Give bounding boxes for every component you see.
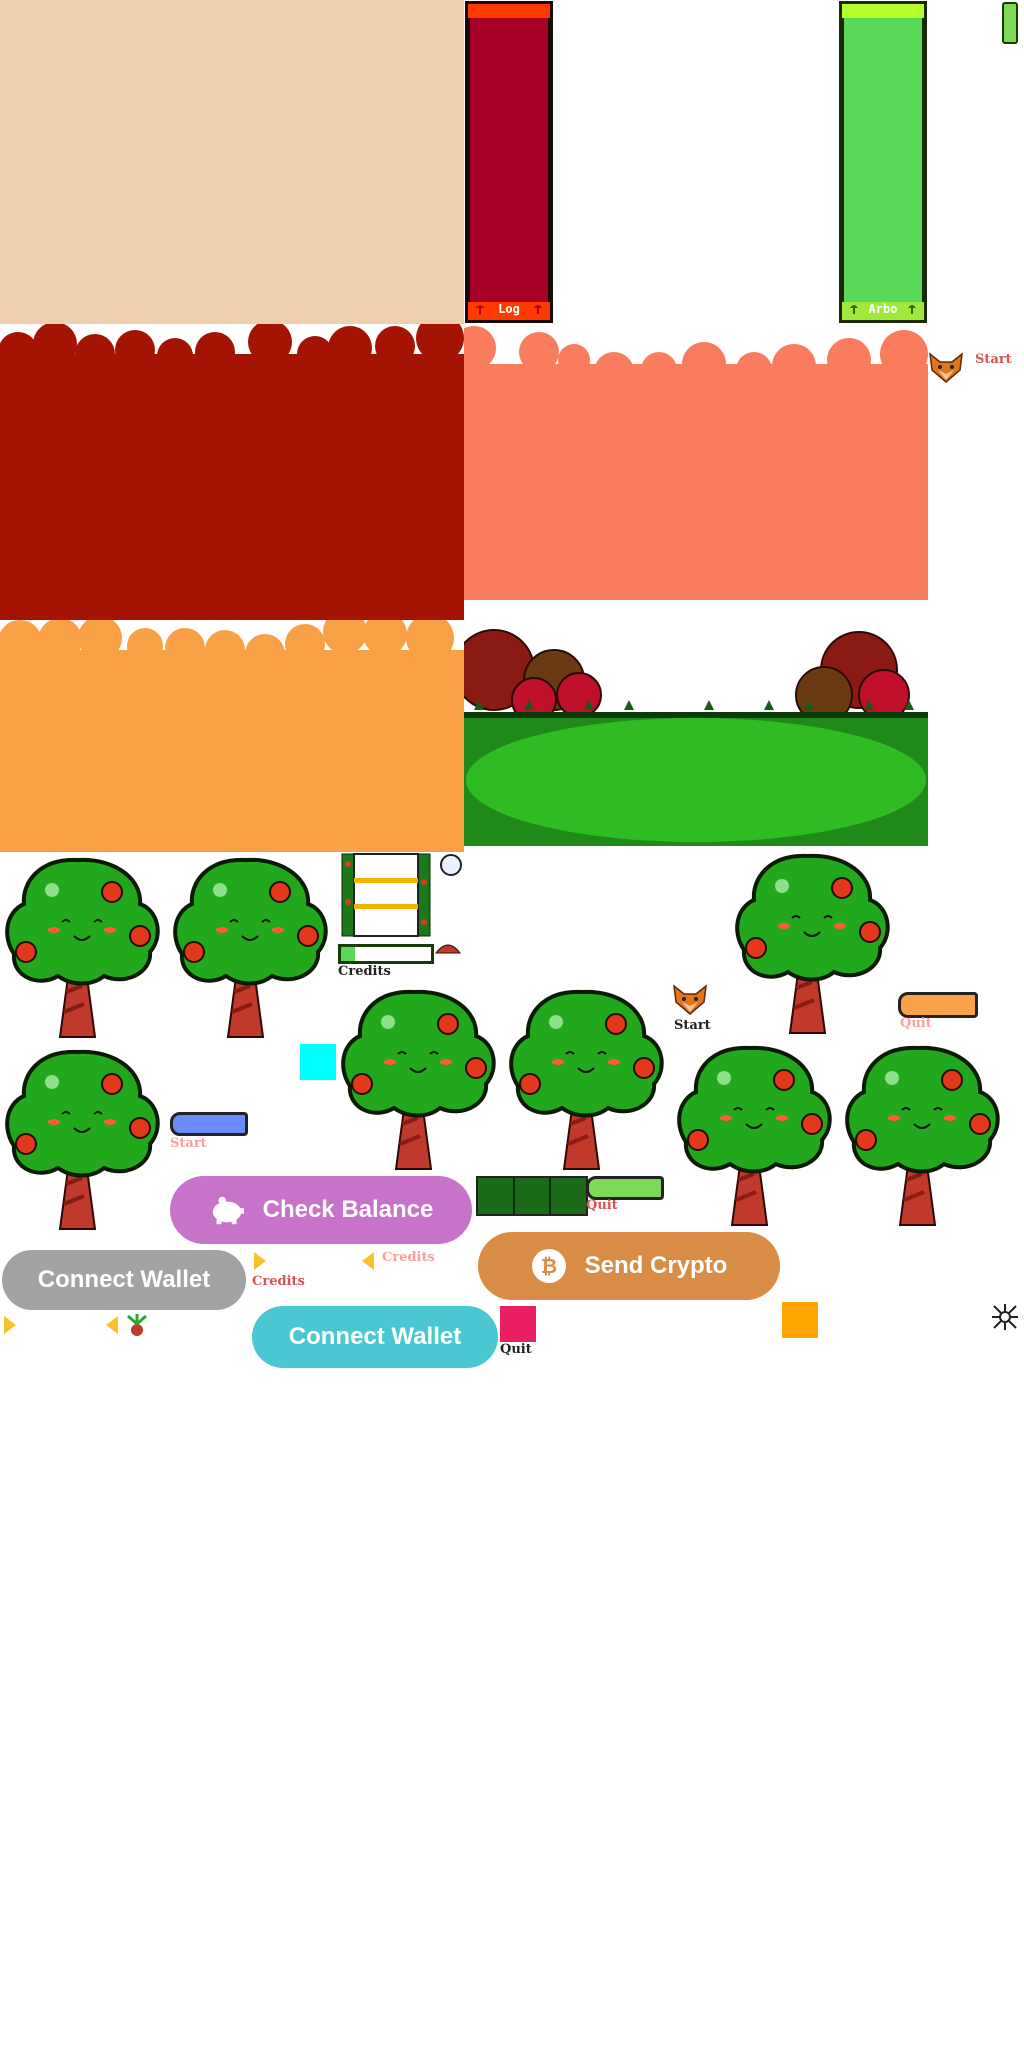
- connect-wallet-button[interactable]: Connect Wallet: [252, 1306, 498, 1368]
- send-crypto-button[interactable]: ₿ Send Crypto: [478, 1232, 780, 1300]
- next-arrow-icon[interactable]: [4, 1316, 16, 1334]
- check-balance-label: Check Balance: [262, 1196, 434, 1223]
- fox-icon: [672, 984, 708, 1020]
- slider-handle[interactable]: [1002, 2, 1018, 44]
- start-label[interactable]: Start: [674, 1018, 711, 1033]
- orange-square: [782, 1302, 818, 1338]
- quit-label[interactable]: Quit: [900, 1016, 932, 1031]
- log-panel-label: Log: [498, 302, 520, 316]
- check-balance-button[interactable]: Check Balance: [170, 1176, 472, 1244]
- inventory-slots: [476, 1176, 588, 1216]
- inventory-slot[interactable]: [514, 1178, 552, 1214]
- connect-wallet-label: Connect Wallet: [37, 1266, 211, 1293]
- inventory-slot[interactable]: [551, 1178, 587, 1214]
- start-bar[interactable]: [170, 1112, 248, 1136]
- prev-arrow-icon[interactable]: [362, 1252, 374, 1270]
- apple-tree-sprite: [336, 984, 500, 1174]
- apple-tree-sprite: [730, 848, 894, 1038]
- credits-label[interactable]: Credits: [382, 1250, 435, 1265]
- apple-tree-sprite: [504, 984, 668, 1174]
- apple-tree-sprite: [840, 1040, 1004, 1230]
- salmon-cloud-tile: [452, 324, 928, 600]
- info-icon[interactable]: [440, 854, 462, 876]
- ladder-sprite: [338, 852, 434, 942]
- credits-label[interactable]: Credits: [338, 964, 391, 979]
- prev-arrow-icon[interactable]: [106, 1316, 118, 1334]
- fox-icon: [928, 352, 964, 388]
- apple-tree-sprite: [672, 1040, 836, 1230]
- quit-label[interactable]: Quit: [586, 1198, 618, 1213]
- quit-label[interactable]: Quit: [500, 1342, 532, 1357]
- next-arrow-icon[interactable]: [254, 1252, 266, 1270]
- quit-bar[interactable]: [586, 1176, 664, 1200]
- apple-tree-sprite: [0, 852, 164, 1042]
- svg-text:₿: ₿: [541, 1254, 557, 1278]
- dark-red-cloud-tile: [0, 314, 464, 620]
- sand-background-tile: [0, 0, 464, 324]
- close-icon[interactable]: [990, 1302, 1020, 1336]
- log-panel: Log: [464, 0, 554, 324]
- connect-wallet-label: Connect Wallet: [288, 1323, 462, 1350]
- quit-bar[interactable]: [898, 992, 978, 1018]
- arbo-panel: Arbo: [838, 0, 928, 324]
- sprout-icon: [122, 1314, 152, 1340]
- start-label[interactable]: Start: [975, 352, 1012, 367]
- credits-label[interactable]: Credits: [252, 1274, 305, 1289]
- bitcoin-icon: ₿: [531, 1248, 567, 1284]
- inventory-slot[interactable]: [478, 1178, 515, 1214]
- arbo-panel-label: Arbo: [868, 302, 898, 316]
- connect-wallet-button[interactable]: Connect Wallet: [2, 1250, 246, 1310]
- piggy-bank-icon: [209, 1192, 245, 1228]
- start-label[interactable]: Start: [170, 1136, 207, 1151]
- apple-tree-sprite: [168, 852, 332, 1042]
- cyan-square: [300, 1044, 336, 1080]
- credits-progress-bar: [338, 944, 434, 964]
- send-crypto-label: Send Crypto: [584, 1252, 728, 1279]
- meadow-scene: [453, 600, 928, 846]
- pink-square: [500, 1306, 536, 1342]
- cap-sprite: [434, 940, 462, 959]
- orange-cloud-tile: [0, 610, 464, 852]
- apple-tree-sprite: [0, 1044, 164, 1234]
